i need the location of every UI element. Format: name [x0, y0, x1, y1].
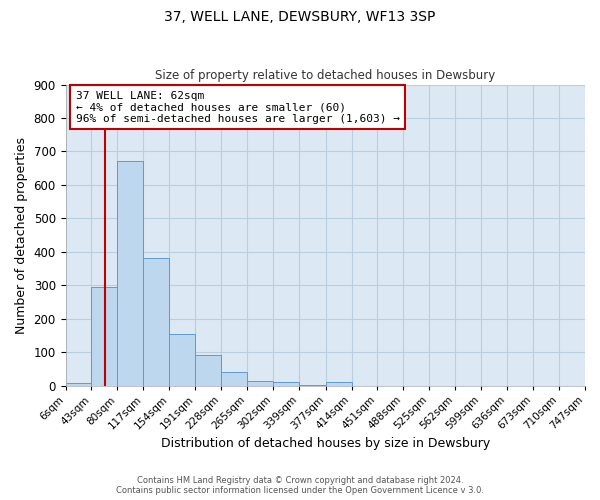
Text: Contains HM Land Registry data © Crown copyright and database right 2024.
Contai: Contains HM Land Registry data © Crown c… — [116, 476, 484, 495]
Bar — [299, 384, 326, 386]
Bar — [65, 383, 91, 386]
Bar — [143, 258, 169, 386]
Text: 37, WELL LANE, DEWSBURY, WF13 3SP: 37, WELL LANE, DEWSBURY, WF13 3SP — [164, 10, 436, 24]
Bar — [91, 286, 118, 386]
Bar — [273, 382, 299, 386]
Bar — [118, 161, 143, 386]
Bar — [195, 356, 221, 386]
Bar — [247, 380, 273, 386]
Bar — [221, 372, 247, 386]
Bar — [326, 382, 352, 386]
Text: 37 WELL LANE: 62sqm
← 4% of detached houses are smaller (60)
96% of semi-detache: 37 WELL LANE: 62sqm ← 4% of detached hou… — [76, 90, 400, 124]
Y-axis label: Number of detached properties: Number of detached properties — [15, 136, 28, 334]
Bar — [169, 334, 195, 386]
Title: Size of property relative to detached houses in Dewsbury: Size of property relative to detached ho… — [155, 69, 496, 82]
X-axis label: Distribution of detached houses by size in Dewsbury: Distribution of detached houses by size … — [161, 437, 490, 450]
